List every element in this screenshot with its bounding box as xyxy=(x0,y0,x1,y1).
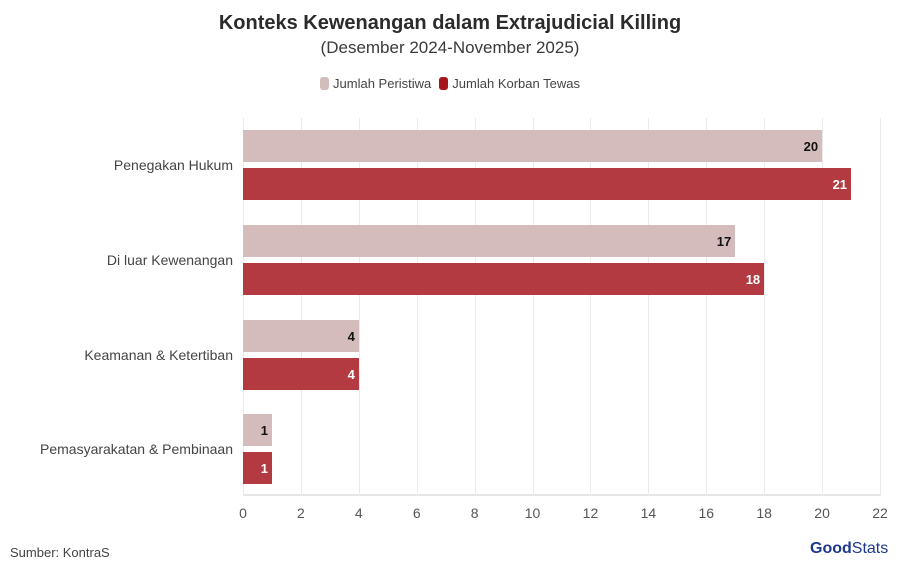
x-tick-label: 4 xyxy=(354,505,363,521)
category-label: Keamanan & Ketertiban xyxy=(84,347,233,363)
goodstats-logo: GoodStats xyxy=(810,540,888,558)
bar-korban[interactable]: 18 xyxy=(243,263,765,295)
x-tick-label: 18 xyxy=(756,505,772,521)
x-tick-label: 22 xyxy=(872,505,888,521)
source-note: Sumber: KontraS xyxy=(10,545,110,560)
x-tick-label: 12 xyxy=(582,505,599,521)
x-tick-label: 20 xyxy=(814,505,830,521)
bar-korban[interactable]: 4 xyxy=(243,358,359,390)
gridline xyxy=(358,118,360,496)
gridline xyxy=(764,118,766,496)
category-label: Pemasyarakatan & Pembinaan xyxy=(40,441,233,457)
legend-item-peristiwa[interactable]: Jumlah Peristiwa xyxy=(320,76,431,91)
legend-item-korban[interactable]: Jumlah Korban Tewas xyxy=(439,76,580,91)
x-tick-label: 10 xyxy=(524,505,541,521)
plot-area: 20 21 17 18 4 4 1 1 xyxy=(243,118,881,496)
gridline xyxy=(416,118,418,496)
gridline xyxy=(243,118,244,496)
legend: Jumlah Peristiwa Jumlah Korban Tewas xyxy=(0,76,900,91)
bar-peristiwa[interactable]: 4 xyxy=(243,320,359,352)
gridline xyxy=(474,118,476,496)
gridline xyxy=(822,118,824,496)
bar-korban[interactable]: 1 xyxy=(243,452,272,484)
logo-bold: Good xyxy=(810,540,852,557)
x-tick-label: 16 xyxy=(698,505,715,521)
category-label: Di luar Kewenangan xyxy=(106,252,233,268)
legend-label: Jumlah Korban Tewas xyxy=(452,76,580,91)
x-tick-label: 8 xyxy=(470,505,479,521)
bar-peristiwa[interactable]: 17 xyxy=(243,225,736,257)
legend-label: Jumlah Peristiwa xyxy=(333,76,432,91)
gridline xyxy=(532,118,534,496)
gridline xyxy=(590,118,592,496)
logo-light: Stats xyxy=(851,540,889,557)
bar-korban[interactable]: 21 xyxy=(243,168,852,200)
legend-swatch-icon xyxy=(320,77,330,90)
gridline xyxy=(300,118,302,496)
bar-peristiwa[interactable]: 20 xyxy=(243,130,823,162)
category-label: Penegakan Hukum xyxy=(113,157,233,173)
legend-swatch-icon xyxy=(439,77,449,90)
gridline xyxy=(880,118,881,496)
x-tick-label: 0 xyxy=(239,505,247,521)
x-tick-label: 14 xyxy=(640,505,657,521)
bar-peristiwa[interactable]: 1 xyxy=(243,414,272,446)
chart-subtitle: (Desember 2024-November 2025) xyxy=(320,38,580,57)
x-tick-label: 2 xyxy=(297,505,305,521)
chart-title: Konteks Kewenangan dalam Extrajudicial K… xyxy=(218,12,682,34)
x-axis-line xyxy=(243,494,880,496)
gridline xyxy=(706,118,708,496)
gridline xyxy=(648,118,650,496)
x-tick-label: 6 xyxy=(412,505,421,521)
